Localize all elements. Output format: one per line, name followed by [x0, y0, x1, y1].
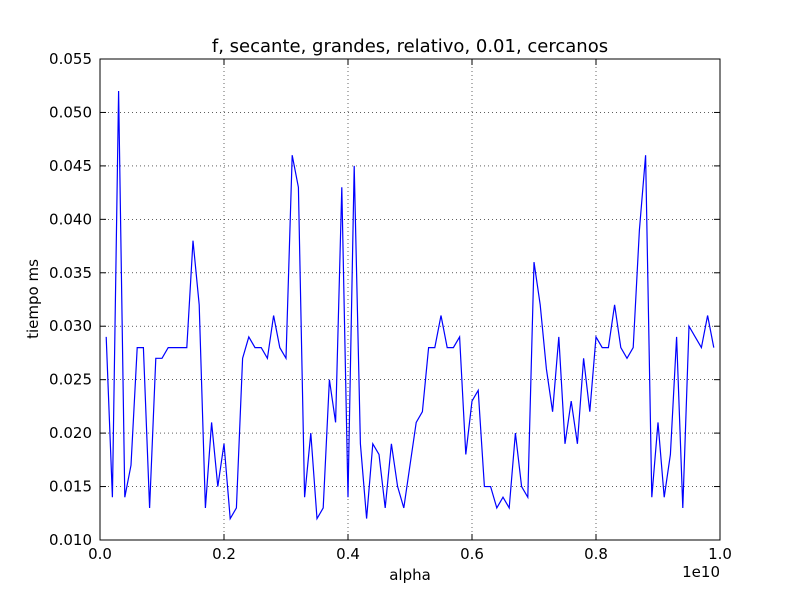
y-tick-label: 0.040 [49, 210, 92, 228]
y-tick-label: 0.015 [49, 478, 92, 496]
x-tick-label: 0.4 [336, 545, 360, 563]
x-tick-label: 0.0 [88, 545, 112, 563]
y-tick-label: 0.020 [49, 424, 92, 442]
chart-title: f, secante, grandes, relativo, 0.01, cer… [212, 36, 608, 57]
plot-frame [99, 58, 721, 541]
x-tick-label: 0.2 [212, 545, 236, 563]
x-tick-label: 0.6 [460, 545, 484, 563]
y-tick-label: 0.025 [49, 371, 92, 389]
y-tick-label: 0.010 [49, 531, 92, 549]
x-axis-label: alpha [389, 566, 431, 584]
series-layer [105, 91, 715, 521]
y-tick-label: 0.035 [49, 264, 92, 282]
y-tick-label: 0.055 [49, 50, 92, 68]
series-line [105, 91, 715, 521]
y-axis-label: tiempo ms [24, 259, 42, 339]
y-tick-label: 0.045 [49, 157, 92, 175]
x-tick-label: 0.8 [584, 545, 608, 563]
x-tick-label: 1.0 [708, 545, 732, 563]
x-axis-offset-label: 1e10 [682, 563, 720, 581]
ticks: 0.0 0.2 0.4 0.6 0.8 1.0 0.010 0.015 0.020 0.025 0.… [49, 50, 732, 563]
grid [100, 59, 720, 540]
y-tick-label: 0.030 [49, 317, 92, 335]
y-tick-label: 0.050 [49, 103, 92, 121]
